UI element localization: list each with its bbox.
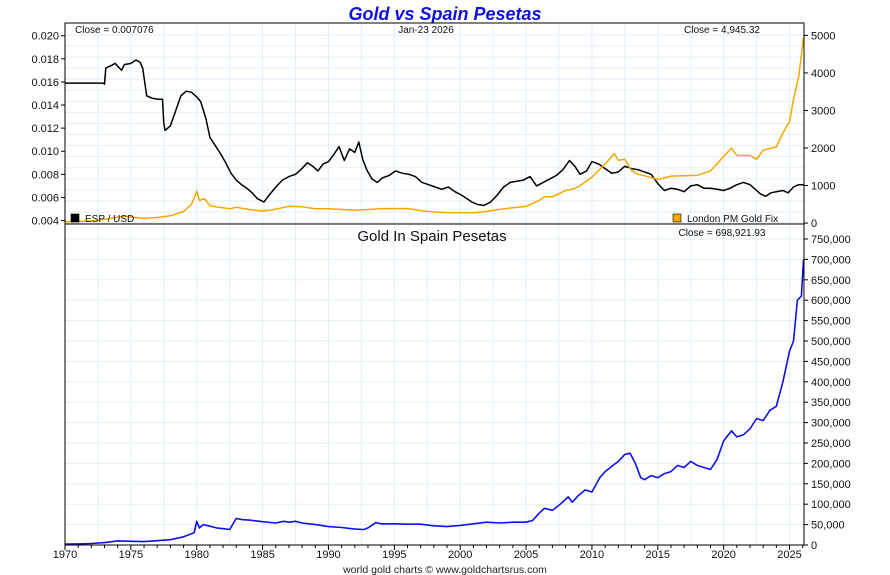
- left-axis-tick-label: 0.006: [31, 192, 59, 204]
- gold-close-label: Close = 4,945.32: [684, 25, 760, 36]
- bottom-plot-frame: [64, 223, 805, 546]
- right-axis-tick-label: 5000: [811, 30, 835, 42]
- right-axis-tick-label: 3000: [811, 105, 835, 117]
- x-axis-tick-label: 2025: [777, 549, 801, 561]
- bottom-axis-tick-label: 100,000: [811, 499, 851, 511]
- bottom-axis-tick-label: 350,000: [811, 397, 851, 409]
- x-axis-tick-label: 2015: [646, 549, 670, 561]
- right-axis-tick-label: 1000: [811, 181, 835, 193]
- right-axis-tick-label: 2000: [811, 143, 835, 155]
- pesetas-close-label: Close = 698,921.93: [678, 228, 765, 239]
- esp-close-label: Close = 0.007076: [75, 25, 154, 36]
- left-axis-tick-label: 0.008: [31, 169, 59, 181]
- bottom-axis-tick-label: 550,000: [811, 316, 851, 328]
- bottom-axis-tick-label: 250,000: [811, 438, 851, 450]
- left-axis-tick-label: 0.020: [31, 31, 59, 43]
- date-label: Jan-23 2026: [398, 25, 454, 36]
- bottom-axis-tick-label: 700,000: [811, 254, 851, 266]
- legend-label-esp-usd: ESP / USD: [85, 214, 134, 225]
- top-left-axis: 0.004 0.006 0.008 0.010 0.012 0.014 0.016 0.018…: [31, 31, 65, 228]
- x-axis-tick-label: 1980: [184, 549, 208, 561]
- credit-text: world gold charts © www.goldchartsrus.co…: [342, 564, 547, 575]
- x-axis-tick-label: 1970: [53, 549, 77, 561]
- bottom-axis-tick-label: 750,000: [811, 234, 851, 246]
- left-axis-tick-label: 0.004: [31, 216, 59, 228]
- x-axis-tick-label: 1995: [382, 549, 406, 561]
- bottom-axis-tick-label: 450,000: [811, 356, 851, 368]
- x-axis-tick-label: 2005: [514, 549, 538, 561]
- top-right-axis: 0 1000 2000 3000 4000 5000: [804, 30, 835, 230]
- right-axis-tick-label: 4000: [811, 68, 835, 80]
- series-line-esp-usd: [65, 59, 804, 207]
- x-axis-tick-label: 1975: [119, 549, 143, 561]
- bottom-axis-tick-label: 150,000: [811, 479, 851, 491]
- left-axis-tick-label: 0.012: [31, 123, 59, 135]
- bottom-axis-tick-label: 400,000: [811, 377, 851, 389]
- legend-label-gold-fix: London PM Gold Fix: [687, 214, 778, 225]
- top-panel: 0.004 0.006 0.008 0.010 0.012 0.014 0.016 0.018…: [31, 22, 835, 230]
- left-axis-tick-label: 0.014: [31, 100, 59, 112]
- right-axis-tick-label: 0: [811, 218, 817, 230]
- bottom-right-axis: 0 50,000 100,000 150,000 200,000 250,000 300,0…: [804, 234, 851, 552]
- bottom-axis-tick-label: 200,000: [811, 458, 851, 470]
- bottom-series-group: [64, 259, 805, 545]
- series-line-london-pm-gold-fix: [64, 37, 805, 223]
- bottom-panel: 0 50,000 100,000 150,000 200,000 250,000 300,0…: [53, 223, 851, 561]
- x-axis-tick-label: 2000: [448, 549, 472, 561]
- series-line-gold-in-pesetas: [64, 259, 805, 545]
- bottom-axis-tick-label: 50,000: [811, 520, 845, 532]
- top-series-group: [64, 37, 805, 223]
- x-axis-tick-label: 2010: [580, 549, 604, 561]
- chart-title: Gold vs Spain Pesetas: [348, 4, 541, 24]
- x-axis-tick-label: 1990: [316, 549, 340, 561]
- bottom-axis-tick-label: 500,000: [811, 336, 851, 348]
- bottom-axis-tick-label: 600,000: [811, 295, 851, 307]
- x-axis-tick-label: 2020: [711, 549, 735, 561]
- legend-swatch-gold-fix: [672, 213, 682, 223]
- top-grid: [65, 23, 804, 224]
- bottom-axis-tick-label: 650,000: [811, 275, 851, 287]
- left-axis-tick-label: 0.010: [31, 146, 59, 158]
- bottom-axis-tick-label: 300,000: [811, 418, 851, 430]
- x-axis: 1970 1975 1980 1985 1990 1995 2000 2005 2010 2015…: [53, 545, 804, 561]
- legend-swatch-esp-usd: [70, 213, 80, 223]
- bottom-axis-tick-label: 0: [811, 540, 817, 552]
- left-axis-tick-label: 0.018: [31, 54, 59, 66]
- left-axis-tick-label: 0.016: [31, 77, 59, 89]
- x-axis-tick-label: 1985: [250, 549, 274, 561]
- bottom-panel-title: Gold In Spain Pesetas: [357, 228, 506, 245]
